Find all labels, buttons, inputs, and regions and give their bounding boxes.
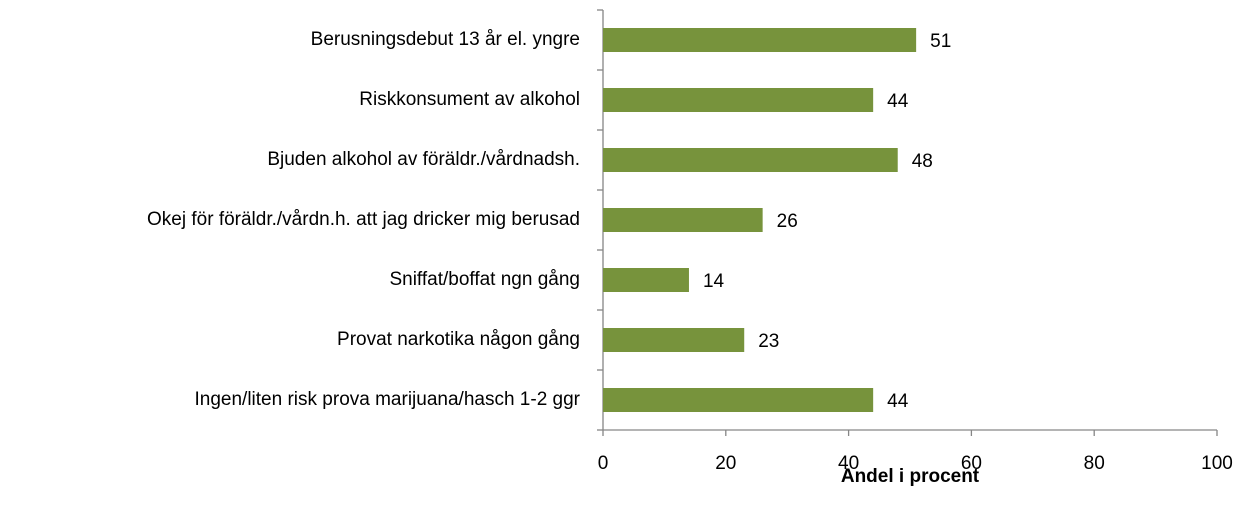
bar <box>603 88 874 112</box>
y-tick-label: Provat narkotika någon gång <box>337 329 580 350</box>
bar <box>603 28 917 52</box>
data-label: 48 <box>912 151 933 172</box>
y-tick-label: Bjuden alkohol av föräldr./vårdnadsh. <box>267 149 580 170</box>
bar <box>603 388 874 412</box>
data-label: 26 <box>777 211 798 232</box>
x-tick-label: 80 <box>1084 453 1105 474</box>
bar <box>603 268 689 292</box>
x-tick-label: 40 <box>838 453 859 474</box>
y-tick-label: Berusningsdebut 13 år el. yngre <box>311 29 580 50</box>
data-label: 44 <box>887 391 909 412</box>
y-tick-label: Sniffat/boffat ngn gång <box>389 269 580 290</box>
x-tick-label: 20 <box>715 453 736 474</box>
bar <box>603 208 763 232</box>
data-label: 51 <box>930 31 951 52</box>
data-label: 14 <box>703 271 725 292</box>
y-tick-label: Riskkonsument av alkohol <box>359 89 580 110</box>
y-tick-label: Ingen/liten risk prova marijuana/hasch 1… <box>195 389 581 410</box>
data-label: 23 <box>758 331 779 352</box>
x-tick-label: 100 <box>1201 453 1233 474</box>
x-tick-label: 0 <box>598 453 609 474</box>
x-tick-label: 60 <box>961 453 982 474</box>
x-axis-label: Andel i procent <box>841 466 980 487</box>
y-tick-label: Okej för föräldr./vårdn.h. att jag drick… <box>147 209 580 230</box>
bar <box>603 328 745 352</box>
bar <box>603 148 898 172</box>
data-label: 44 <box>887 91 909 112</box>
